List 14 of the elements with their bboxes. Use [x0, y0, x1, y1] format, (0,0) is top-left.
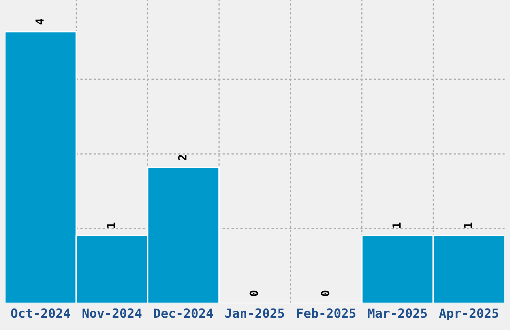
x-tick-label: Apr-2025	[439, 308, 498, 321]
x-tick-label: Nov-2024	[82, 308, 142, 318]
data-label: 0	[250, 290, 258, 296]
data-label: 2	[178, 155, 187, 160]
data-label: 1	[107, 222, 116, 228]
data-label: 1	[464, 222, 472, 228]
data-label: 4	[36, 19, 44, 25]
data-label: 1	[392, 222, 401, 228]
x-tick-label: Oct-2024	[11, 308, 70, 318]
x-tick-label: Jan-2025	[226, 308, 284, 318]
data-label: 0	[321, 290, 330, 296]
x-tick-label: Dec-2024	[154, 308, 214, 318]
x-tick-label: Mar-2025	[368, 308, 428, 318]
x-tick-label: Feb-2025	[297, 308, 356, 318]
